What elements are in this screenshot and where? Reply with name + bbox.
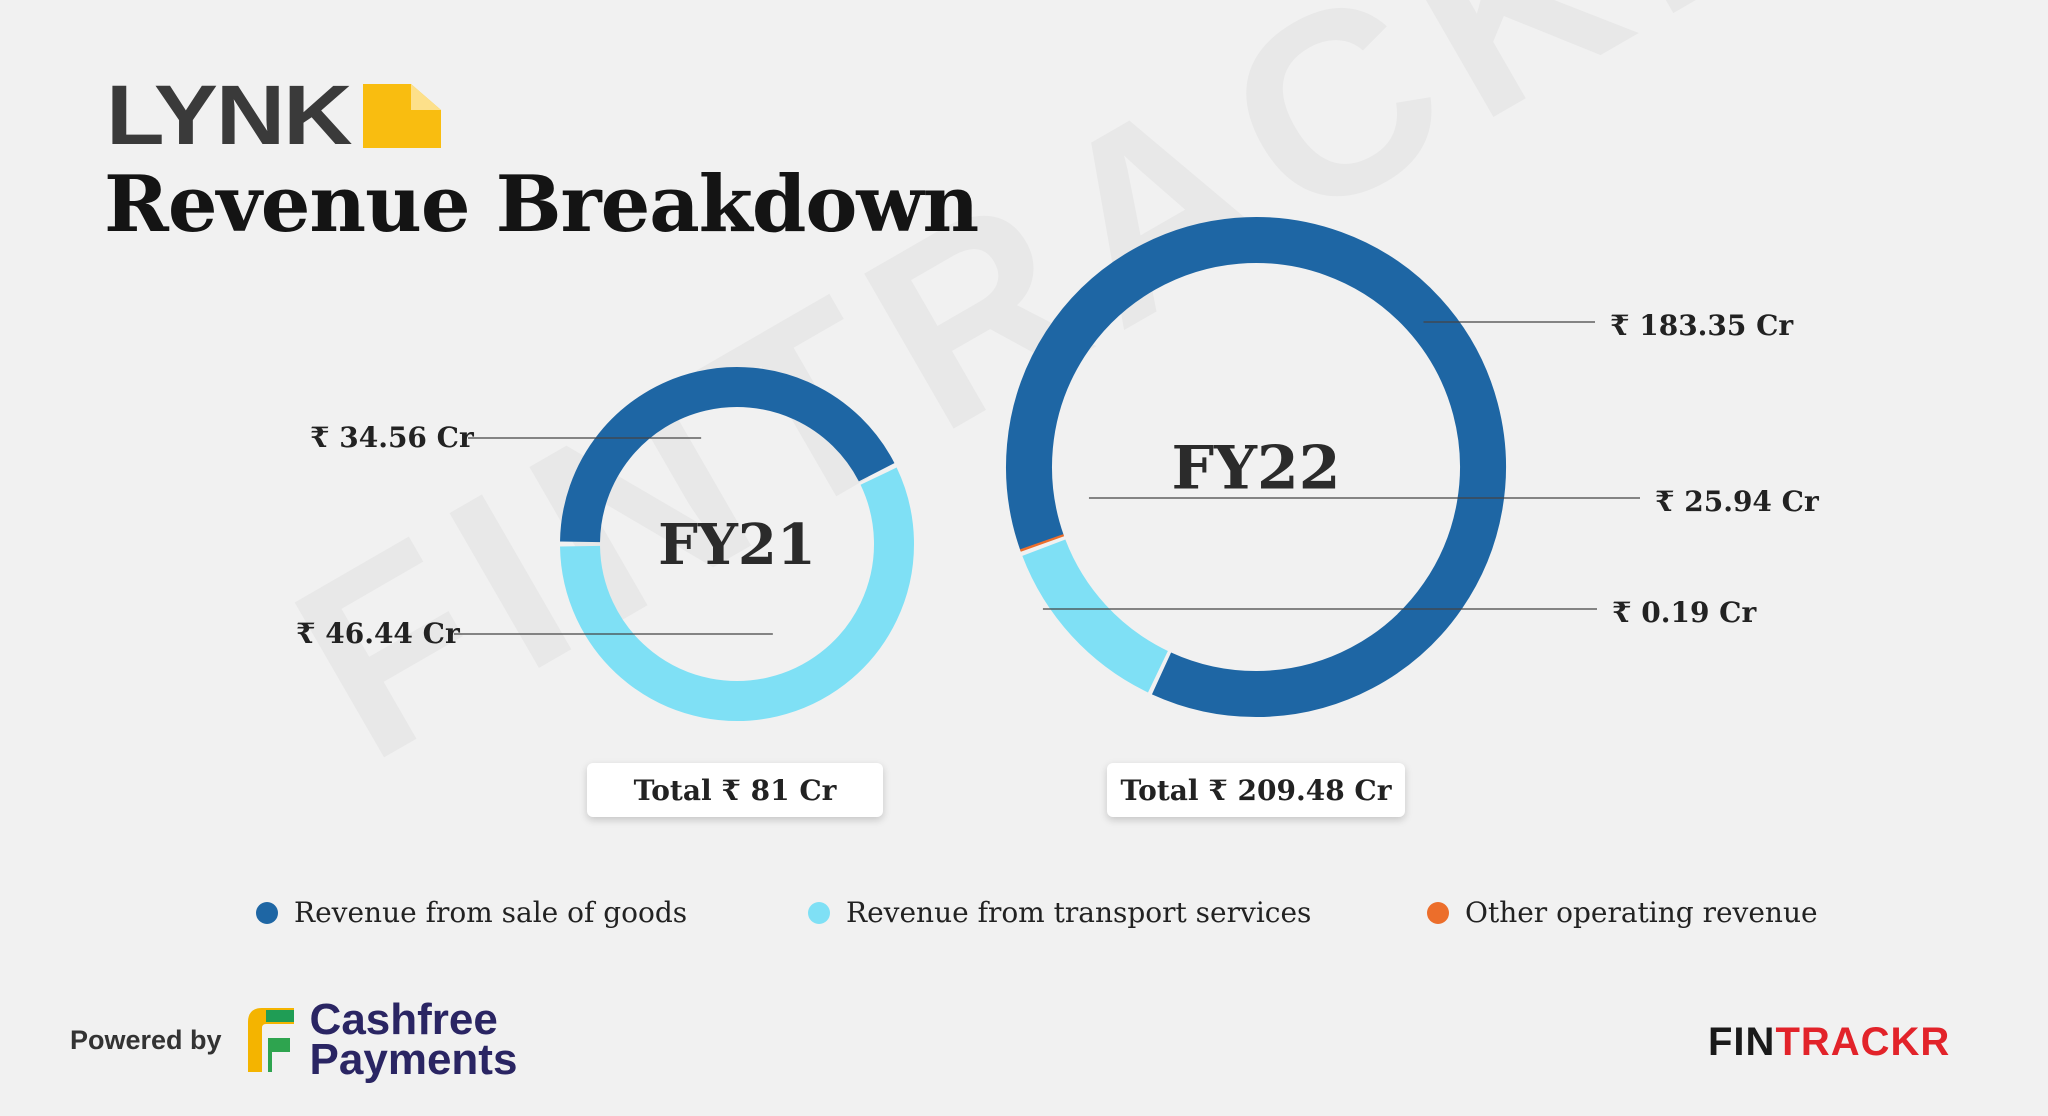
legend-item-other: Other operating revenue — [1427, 896, 1818, 929]
fintrackr-red-part: TRACKR — [1775, 1020, 1951, 1064]
legend: Revenue from sale of goods Revenue from … — [0, 896, 2048, 936]
fy-donut-1-value-label-0: ₹ 183.35 Cr — [1610, 309, 1794, 342]
lynk-logo: LYNK — [106, 68, 445, 164]
fintrackr-logo: FINTRACKR — [1708, 1020, 1950, 1065]
powered-by-section: Powered by Cashfree Payments — [70, 995, 518, 1084]
cashfree-line1: Cashfree — [309, 995, 498, 1044]
fy-donut-0-value-label-0: ₹ 34.56 Cr — [310, 421, 475, 454]
fy22-total-box: Total ₹ 209.48 Cr — [1107, 763, 1405, 817]
legend-dot-transport — [808, 901, 830, 924]
fy-donut-1-slice-0 — [1006, 217, 1506, 717]
fy-donut-1-value-label-2: ₹ 0.19 Cr — [1612, 596, 1757, 629]
fy-donut-1-center-label: FY22 — [1172, 434, 1341, 504]
fy-donut-0-slice-1 — [560, 467, 914, 721]
page-title: Revenue Breakdown — [104, 159, 979, 250]
lynk-cube-icon — [362, 84, 441, 148]
fintrackr-dark-part: FIN — [1708, 1020, 1776, 1064]
legend-label-other: Other operating revenue — [1465, 896, 1818, 929]
legend-item-goods: Revenue from sale of goods — [256, 896, 687, 929]
donut-charts: ₹ 34.56 Cr ₹ 46.44 Cr FY21 ₹ 183.35 Cr ₹ 25.… — [296, 217, 1820, 721]
legend-item-transport: Revenue from transport services — [808, 896, 1311, 929]
fy-donut-1-slice-2 — [1019, 534, 1065, 552]
cashfree-line2: Payments — [309, 1035, 518, 1084]
legend-dot-other — [1427, 901, 1449, 924]
fy-donut-0-slice-0 — [560, 367, 895, 543]
fy-donut-0-value-label-1: ₹ 46.44 Cr — [296, 617, 461, 650]
logo-text: LYNK — [106, 68, 353, 163]
legend-label-transport: Revenue from transport services — [846, 896, 1312, 929]
fy21-total-label: Total ₹ 81 Cr — [633, 773, 837, 807]
legend-label-goods: Revenue from sale of goods — [294, 896, 688, 929]
cashfree-wordmark: Cashfree Payments — [309, 995, 518, 1084]
cashfree-logo-icon — [247, 1008, 294, 1072]
fy22-total-label: Total ₹ 209.48 Cr — [1120, 773, 1392, 807]
fy21-total-box: Total ₹ 81 Cr — [587, 763, 883, 817]
powered-by-label: Powered by — [70, 1024, 222, 1055]
legend-dot-goods — [256, 901, 278, 924]
fy-donut-1-value-label-1: ₹ 25.94 Cr — [1655, 485, 1820, 518]
fy-donut-1-slice-1 — [1022, 539, 1169, 693]
fy-donut-0-center-label: FY21 — [658, 512, 816, 578]
